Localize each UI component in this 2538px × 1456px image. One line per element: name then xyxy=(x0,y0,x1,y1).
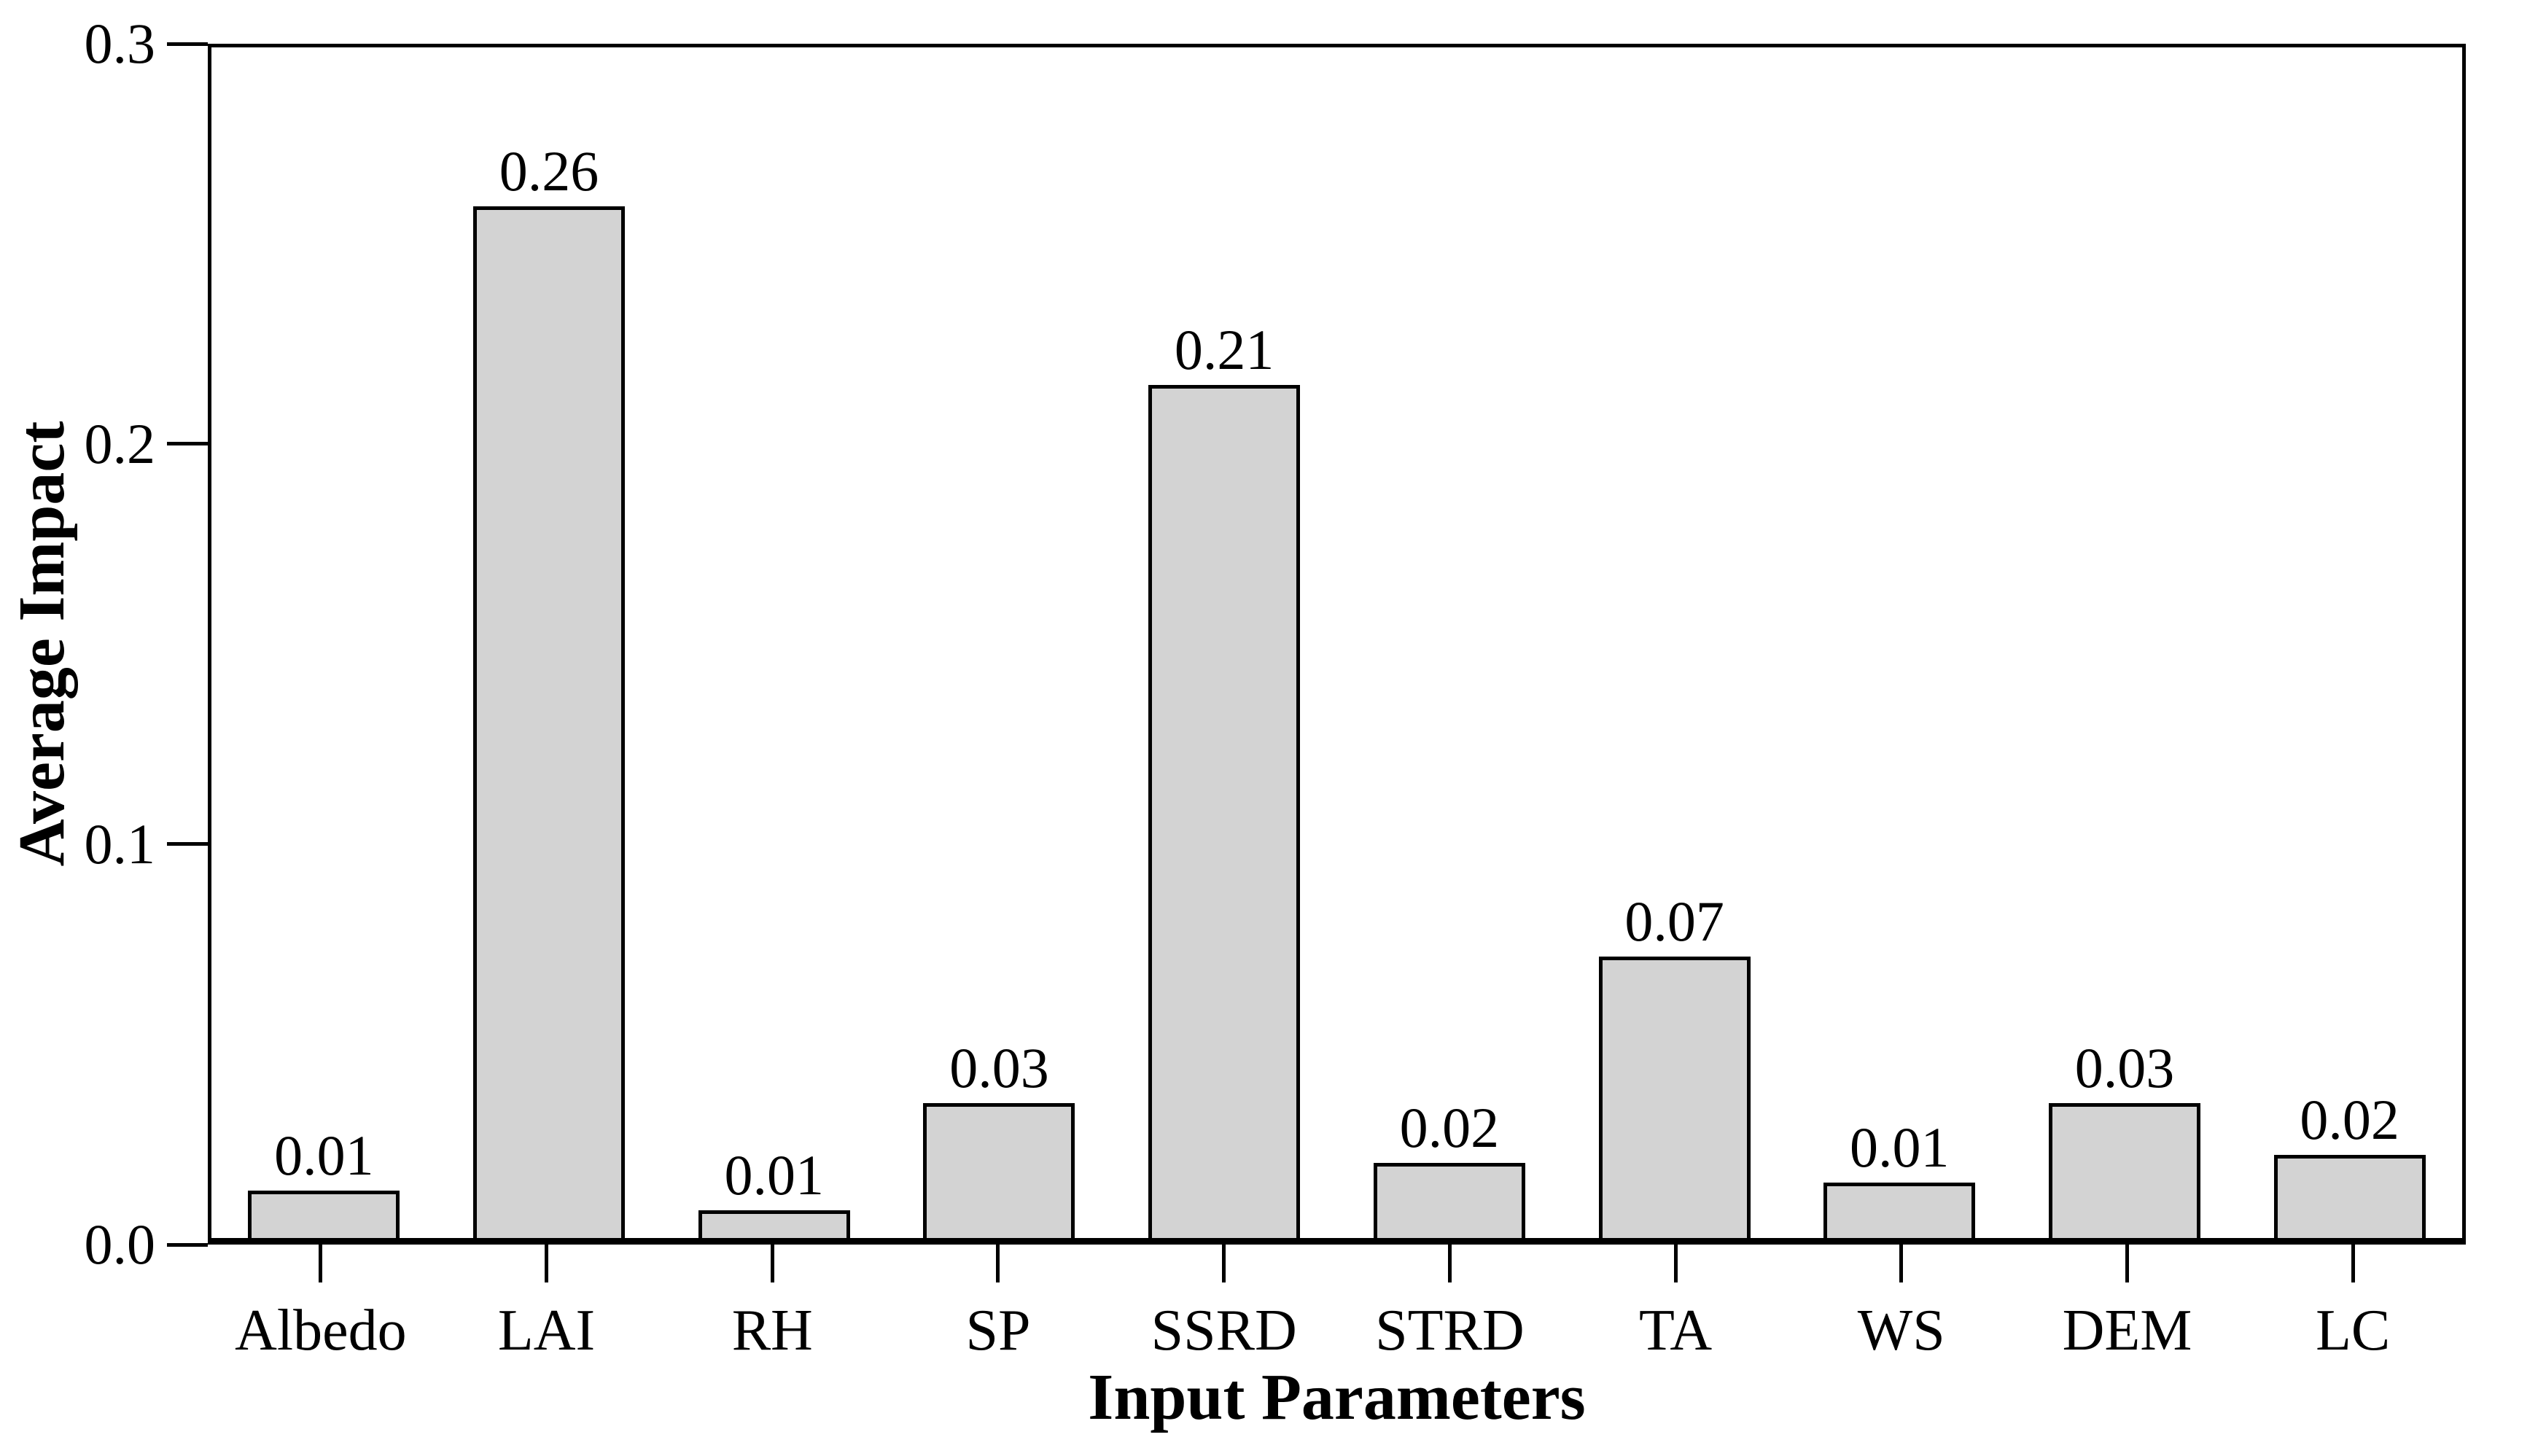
bar-slot: 0.26 xyxy=(437,47,662,1238)
x-axis-cell: SSRD xyxy=(1111,1245,1337,1360)
x-axis-cell: SP xyxy=(885,1245,1111,1360)
x-axis-cell: DEM xyxy=(2015,1245,2241,1360)
x-axis-cell: TA xyxy=(1562,1245,1788,1360)
x-axis-cell: Albedo xyxy=(208,1245,434,1360)
bar-value-label: 0.02 xyxy=(1399,1095,1500,1159)
x-axis-cell: RH xyxy=(659,1245,885,1360)
bar-DEM: 0.03 xyxy=(2048,1039,2200,1238)
bar-value-label: 0.03 xyxy=(949,1035,1049,1099)
bar-slot: 0.03 xyxy=(2012,47,2238,1238)
x-category-label: DEM xyxy=(2062,1299,2192,1363)
x-category-label: LAI xyxy=(497,1299,596,1363)
x-tick-mark xyxy=(996,1245,1000,1282)
bar-value-label: 0.03 xyxy=(2074,1035,2175,1099)
y-tick: 0.3 xyxy=(84,12,208,75)
x-axis-cell: LAI xyxy=(434,1245,660,1360)
y-tick: 0.1 xyxy=(84,811,208,876)
y-tick: 0.0 xyxy=(84,1212,208,1276)
x-tick-mark xyxy=(1899,1245,1904,1282)
bar-RH: 0.01 xyxy=(698,1146,850,1238)
bar-slot: 0.01 xyxy=(1787,47,2012,1238)
y-tick-label: 0.3 xyxy=(84,12,156,75)
bar-slot: 0.02 xyxy=(2237,47,2462,1238)
x-axis-cell: STRD xyxy=(1337,1245,1563,1360)
y-tick-label: 0.1 xyxy=(84,811,156,876)
plot-area: 0.01 0.26 0.01 0.03 0.21 0.02 0.07 0.01 0.03 0.02 xyxy=(208,44,2466,1245)
bar-Albedo: 0.01 xyxy=(248,1126,400,1238)
bar-slot: 0.07 xyxy=(1562,47,1787,1238)
x-tick-mark xyxy=(770,1245,774,1282)
x-category-label: LC xyxy=(2316,1299,2391,1363)
x-category-label: TA xyxy=(1638,1299,1713,1363)
x-axis-cell: LC xyxy=(2240,1245,2466,1360)
bar-value-label: 0.02 xyxy=(2300,1087,2399,1151)
bar-TA: 0.07 xyxy=(1598,892,1751,1238)
x-category-label: SSRD xyxy=(1151,1299,1297,1363)
bar-slot: 0.02 xyxy=(1337,47,1562,1238)
x-tick-mark xyxy=(319,1245,323,1282)
x-category-label: Albedo xyxy=(235,1299,407,1363)
bar-slot: 0.01 xyxy=(211,47,437,1238)
bar-value-label: 0.01 xyxy=(724,1142,825,1207)
bar-slot: 0.03 xyxy=(887,47,1112,1238)
bar-value-label: 0.21 xyxy=(1174,317,1274,381)
bar-value-label: 0.01 xyxy=(274,1123,374,1187)
y-tick-mark xyxy=(167,442,208,446)
x-category-label: WS xyxy=(1857,1299,1945,1363)
bar-STRD: 0.02 xyxy=(1373,1099,1525,1238)
y-axis: 0.0 0.1 0.2 0.3 xyxy=(0,15,208,1273)
y-tick-label: 0.2 xyxy=(84,411,156,475)
x-category-label: RH xyxy=(731,1299,813,1363)
bar-LC: 0.02 xyxy=(2273,1091,2426,1238)
bar-SP: 0.03 xyxy=(923,1039,1075,1238)
x-tick-mark xyxy=(1673,1245,1678,1282)
y-tick: 0.2 xyxy=(84,411,208,475)
bar-value-label: 0.26 xyxy=(499,139,599,203)
bar-WS: 0.01 xyxy=(1823,1118,1976,1238)
x-axis-cell: WS xyxy=(1788,1245,2015,1360)
bar-slot: 0.01 xyxy=(661,47,887,1238)
bar-slot: 0.21 xyxy=(1112,47,1337,1238)
x-axis-title: Input Parameters xyxy=(1088,1361,1586,1433)
bar-SSRD: 0.21 xyxy=(1148,321,1301,1238)
bars-layer: 0.01 0.26 0.01 0.03 0.21 0.02 0.07 0.01 0.03 0.02 xyxy=(211,47,2462,1238)
x-tick-mark xyxy=(1447,1245,1452,1282)
y-tick-mark xyxy=(167,1242,208,1247)
y-tick-label: 0.0 xyxy=(84,1212,156,1276)
x-tick-mark xyxy=(2351,1245,2355,1282)
x-axis: Albedo LAI RH SP SSRD STRD TA WS DEM LC xyxy=(208,1245,2466,1360)
x-category-label: SP xyxy=(965,1299,1031,1363)
bar-value-label: 0.07 xyxy=(1624,889,1724,953)
x-tick-mark xyxy=(1222,1245,1226,1282)
x-tick-mark xyxy=(2125,1245,2129,1282)
x-tick-mark xyxy=(545,1245,549,1282)
y-tick-mark xyxy=(167,42,208,46)
y-tick-mark xyxy=(167,842,208,846)
bar-LAI: 0.26 xyxy=(473,142,626,1238)
bar-value-label: 0.01 xyxy=(1850,1115,1950,1179)
x-category-label: STRD xyxy=(1375,1299,1525,1363)
